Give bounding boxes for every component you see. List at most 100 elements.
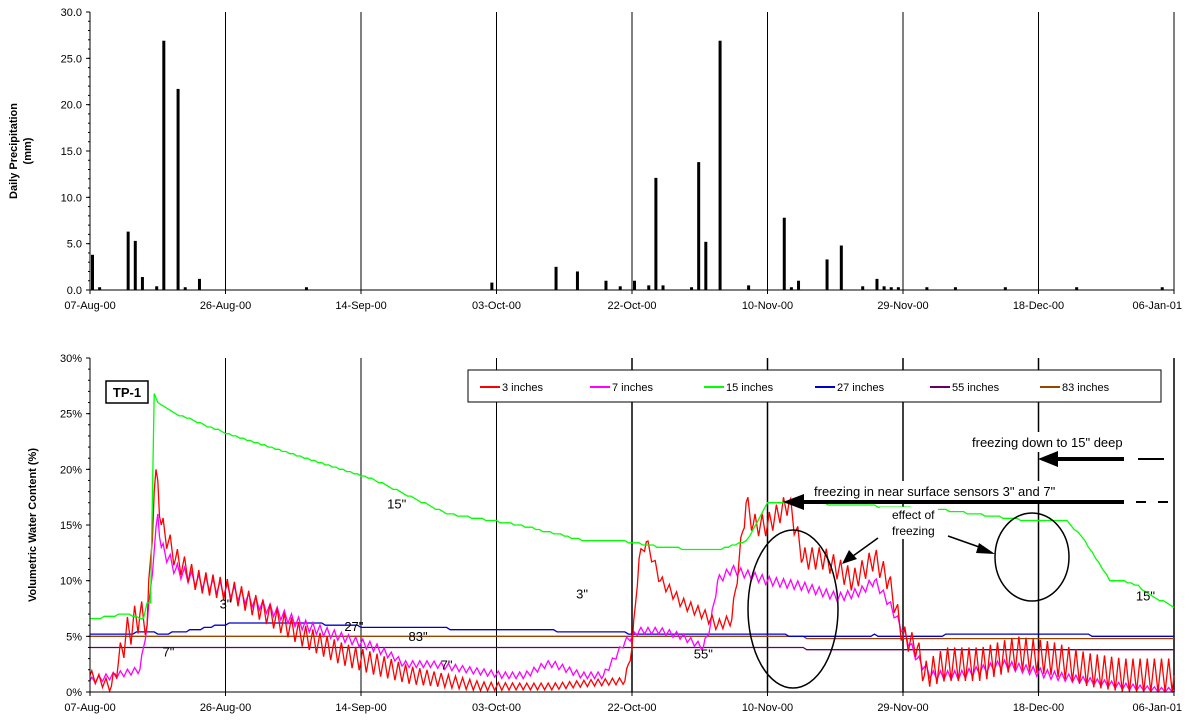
- annotation-freezing-near-surface: freezing in near surface sensors 3" and …: [783, 481, 1168, 510]
- water-x-tick-label: 07-Aug-00: [64, 702, 115, 714]
- precip-bar: [882, 286, 886, 290]
- precip-bar: [839, 245, 843, 290]
- precip-y-tick-label: 30.0: [61, 7, 82, 19]
- precip-x-tick-label: 26-Aug-00: [200, 300, 251, 312]
- legend-label: 3 inches: [502, 382, 543, 394]
- water-x-tick-label: 22-Oct-00: [608, 702, 657, 714]
- depth-label: 55": [694, 647, 713, 662]
- water-x-tick-label: 10-Nov-00: [742, 702, 793, 714]
- annotation-effect-arrowhead-left: [842, 550, 857, 564]
- water-series-lines: [89, 393, 1175, 694]
- annotation-effect-arrow-left: [852, 537, 879, 557]
- depth-label: 27": [344, 619, 363, 634]
- precip-bar: [197, 278, 201, 290]
- precipitation-gridlines: [225, 12, 1175, 290]
- precip-bar: [604, 280, 608, 290]
- precipitation-y-label-line1: Daily Precipitation: [8, 103, 20, 199]
- precip-bar: [304, 287, 308, 290]
- precip-bar: [953, 287, 957, 290]
- water-y-tick-label: 20%: [60, 464, 82, 476]
- precip-bar: [654, 177, 658, 290]
- precip-bar: [789, 287, 793, 290]
- water-x-tick-label: 18-Dec-00: [1013, 702, 1064, 714]
- annotation-effect-of-freezing: effect of freezing: [747, 507, 1070, 689]
- precip-bar: [861, 286, 865, 290]
- precip-bar: [896, 287, 900, 290]
- annotation-freezing-15-arrowhead: [1038, 451, 1058, 467]
- depth-label: 83": [409, 629, 428, 644]
- water-gridlines: [225, 358, 1175, 692]
- precip-x-tick-label: 03-Oct-00: [472, 300, 521, 312]
- precip-bar: [925, 287, 929, 290]
- precip-bar: [155, 286, 159, 290]
- precip-y-tick-label: 15.0: [61, 146, 82, 158]
- precip-bar: [126, 231, 130, 290]
- precip-bar: [1160, 287, 1164, 290]
- precip-y-tick-label: 10.0: [61, 192, 82, 204]
- water-x-tick-label: 06-Jan-01: [1132, 702, 1182, 714]
- precipitation-x-ticks: 07-Aug-00 26-Aug-00 14-Sep-00 03-Oct-00 22-O…: [64, 290, 1182, 312]
- series-line-27-inches: [90, 622, 1174, 637]
- water-y-tick-label: 15%: [60, 520, 82, 532]
- precip-bar: [782, 217, 786, 290]
- water-y-tick-label: 25%: [60, 409, 82, 421]
- freezing-effect-ellipse-1: [747, 529, 839, 689]
- precip-bar: [825, 259, 829, 290]
- precip-bar: [91, 254, 94, 290]
- depth-label: 7": [441, 658, 453, 673]
- annotation-effect-line1: effect of: [892, 508, 935, 522]
- precip-bar: [889, 287, 893, 290]
- water-x-tick-label: 29-Nov-00: [877, 702, 928, 714]
- annotation-effect-bg: [880, 507, 938, 539]
- annotation-freezing-near-arrowhead: [783, 494, 804, 510]
- precip-bar: [697, 162, 701, 290]
- water-y-label: Volumetric Water Content (%): [27, 448, 39, 602]
- depth-label: 7": [163, 644, 175, 659]
- annotation-freezing-15-bg: [968, 432, 1166, 452]
- legend: 3 inches 7 inches 15 inches 27 inches 55 inc…: [467, 369, 1162, 403]
- legend-label: 15 inches: [726, 382, 774, 394]
- annotation-effect-line2: freezing: [892, 524, 935, 538]
- tp1-label-box: [105, 380, 149, 404]
- precip-bar: [661, 285, 665, 290]
- annotation-effect-arrowhead-right: [976, 543, 995, 554]
- tp1-label: TP-1: [113, 385, 141, 400]
- annotation-freezing-near-bg: [810, 481, 1152, 501]
- precip-x-tick-label: 07-Aug-00: [64, 300, 115, 312]
- water-x-tick-label: 03-Oct-00: [472, 702, 521, 714]
- precip-bar: [647, 285, 651, 290]
- precip-bar: [875, 278, 879, 290]
- freezing-effect-ellipse-2: [994, 512, 1070, 602]
- legend-label: 7 inches: [612, 382, 653, 394]
- precip-bar: [98, 287, 102, 290]
- water-x-tick-label: 14-Sep-00: [335, 702, 386, 714]
- precip-bar: [718, 40, 722, 290]
- precip-y-tick-label: 0.0: [67, 285, 82, 297]
- precip-bar: [618, 286, 622, 290]
- precip-bar: [797, 280, 801, 290]
- annotation-freezing-15-text: freezing down to 15" deep: [972, 435, 1123, 450]
- precip-x-tick-label: 18-Dec-00: [1013, 300, 1064, 312]
- precip-x-tick-label: 06-Jan-01: [1132, 300, 1182, 312]
- water-content-chart: 0% 5% 10% 15% 20% 25% 30% 07-Aug-00 26-Aug-00 14…: [27, 353, 1182, 714]
- precipitation-chart: 0.0 5.0 10.0 15.0 20.0 25.0 30.0 07-Aug-00 26-A…: [8, 7, 1182, 312]
- precip-x-tick-label: 10-Nov-00: [742, 300, 793, 312]
- depth-label: 15": [387, 496, 406, 511]
- precip-bar: [575, 271, 579, 290]
- precip-bar: [176, 88, 180, 290]
- water-y-tick-label: 10%: [60, 576, 82, 588]
- precip-x-tick-label: 29-Nov-00: [877, 300, 928, 312]
- precip-y-tick-label: 25.0: [61, 53, 82, 65]
- precip-bar: [133, 240, 137, 290]
- water-y-ticks: 0% 5% 10% 15% 20% 25% 30%: [60, 353, 90, 699]
- annotation-effect-arrow-right: [947, 535, 983, 549]
- precipitation-bars: [91, 40, 1164, 290]
- precip-bar: [704, 241, 708, 290]
- precip-bar: [1003, 287, 1007, 290]
- precip-bar: [162, 40, 166, 290]
- precipitation-y-label-line2: (mm): [22, 137, 34, 164]
- water-x-ticks: 07-Aug-00 26-Aug-00 14-Sep-00 03-Oct-00 22-O…: [64, 692, 1182, 714]
- precip-x-tick-label: 14-Sep-00: [335, 300, 386, 312]
- water-y-tick-label: 5%: [66, 631, 82, 643]
